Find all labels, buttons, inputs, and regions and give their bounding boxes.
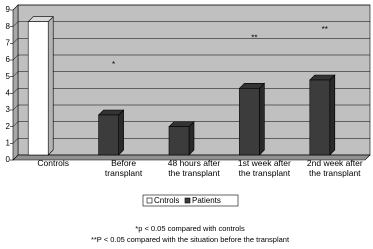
bar bbox=[168, 126, 190, 156]
y-tick-label: 7 bbox=[6, 38, 11, 47]
y-tick-label: 5 bbox=[6, 72, 11, 81]
side-wall bbox=[12, 4, 19, 161]
legend-swatch bbox=[146, 197, 153, 204]
annotation: ** bbox=[322, 25, 328, 34]
bar bbox=[239, 88, 260, 156]
x-tick-label: Controls bbox=[37, 158, 70, 168]
y-tick-label: 0 bbox=[6, 155, 11, 164]
y-tick-label: 4 bbox=[6, 88, 11, 97]
x-tick-label: Before transplant bbox=[104, 158, 143, 178]
footnote: *p < 0.05 compared with controls bbox=[135, 224, 245, 233]
x-tick-label: 1st week after the transplant bbox=[237, 158, 291, 178]
annotation: * bbox=[112, 60, 115, 69]
grid-line bbox=[12, 88, 19, 94]
legend-swatch bbox=[184, 197, 191, 204]
bar bbox=[27, 21, 49, 156]
y-tick-label: 3 bbox=[6, 105, 11, 114]
grid-line bbox=[12, 4, 19, 11]
grid-line bbox=[12, 154, 19, 161]
grid-line bbox=[12, 138, 19, 144]
y-tick-label: 6 bbox=[6, 55, 11, 64]
bar-side bbox=[118, 109, 124, 156]
bar-side bbox=[329, 74, 336, 156]
grid-line bbox=[12, 38, 19, 44]
annotation: ** bbox=[251, 33, 257, 42]
grid-line bbox=[12, 21, 19, 27]
grid-line bbox=[12, 121, 19, 127]
legend-label: Cntrols bbox=[154, 196, 179, 205]
legend bbox=[142, 194, 239, 207]
x-tick-label: 48 hours after the transplant bbox=[167, 158, 221, 178]
bar bbox=[309, 79, 331, 156]
grid-line bbox=[12, 54, 19, 61]
y-tick-label: 9 bbox=[6, 5, 11, 14]
bar-side bbox=[188, 120, 195, 156]
y-tick-label: 1 bbox=[6, 138, 11, 147]
grid-line bbox=[12, 71, 19, 77]
bar-side bbox=[47, 15, 54, 156]
bar-side bbox=[259, 82, 265, 156]
bar bbox=[98, 114, 119, 156]
x-tick-label: 2nd week after the transplant bbox=[306, 158, 363, 178]
grid-line bbox=[12, 104, 19, 111]
footnote: **P < 0.05 compared with the situation b… bbox=[91, 235, 290, 244]
y-tick-label: 2 bbox=[6, 122, 11, 131]
legend-label: Patients bbox=[192, 196, 221, 205]
y-tick-label: 8 bbox=[6, 22, 11, 31]
